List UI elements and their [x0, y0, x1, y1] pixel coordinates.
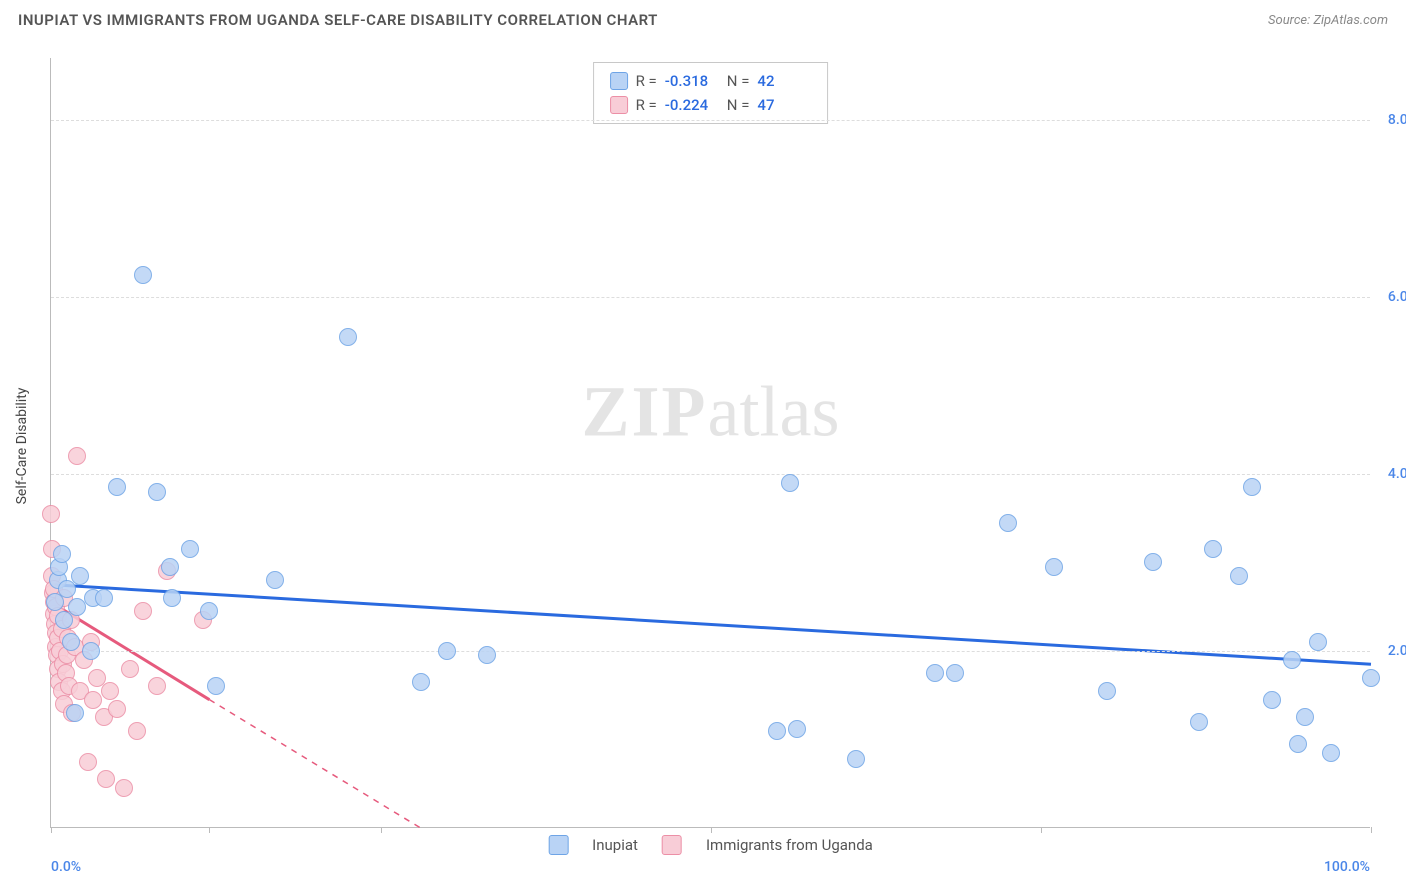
point-inupiat: [339, 328, 357, 346]
point-inupiat: [926, 664, 944, 682]
point-inupiat: [161, 558, 179, 576]
chart-title: INUPIAT VS IMMIGRANTS FROM UGANDA SELF-C…: [18, 11, 658, 29]
legend-swatch-inupiat: [548, 835, 568, 855]
point-inupiat: [1098, 682, 1116, 700]
x-tick-label-max: 100.0%: [1324, 859, 1370, 875]
point-inupiat: [999, 514, 1017, 532]
point-inupiat: [58, 580, 76, 598]
point-inupiat: [1309, 633, 1327, 651]
point-inupiat: [1204, 540, 1222, 558]
point-inupiat: [1283, 651, 1301, 669]
point-inupiat: [200, 602, 218, 620]
y-tick-label: 2.0%: [1388, 643, 1406, 659]
x-tick: [51, 827, 52, 833]
point-inupiat: [163, 589, 181, 607]
point-inupiat: [1296, 708, 1314, 726]
point-inupiat: [62, 633, 80, 651]
y-tick-label: 8.0%: [1388, 112, 1406, 128]
point-inupiat: [438, 642, 456, 660]
point-inupiat: [847, 750, 865, 768]
point-inupiat: [781, 474, 799, 492]
point-inupiat: [53, 545, 71, 563]
point-inupiat: [1322, 744, 1340, 762]
point-inupiat: [1190, 713, 1208, 731]
gridline: [51, 474, 1370, 475]
point-uganda: [134, 602, 152, 620]
trend-lines: [51, 58, 1370, 827]
point-inupiat: [1045, 558, 1063, 576]
point-inupiat: [66, 704, 84, 722]
point-inupiat: [478, 646, 496, 664]
point-inupiat: [71, 567, 89, 585]
point-inupiat: [1144, 553, 1162, 571]
y-axis-label: Self-Care Disability: [14, 388, 30, 505]
point-inupiat: [788, 720, 806, 738]
point-inupiat: [1289, 735, 1307, 753]
gridline: [51, 651, 1370, 652]
gridline: [51, 297, 1370, 298]
point-uganda: [121, 660, 139, 678]
point-inupiat: [108, 478, 126, 496]
stats-row-uganda: R = -0.224 N = 47: [610, 93, 812, 117]
point-inupiat: [412, 673, 430, 691]
point-inupiat: [134, 266, 152, 284]
point-uganda: [42, 505, 60, 523]
point-uganda: [68, 447, 86, 465]
legend-swatch-uganda: [662, 835, 682, 855]
x-tick: [1371, 827, 1372, 833]
y-tick-label: 4.0%: [1388, 466, 1406, 482]
x-tick: [711, 827, 712, 833]
y-tick-label: 6.0%: [1388, 289, 1406, 305]
legend-label-uganda: Immigrants from Uganda: [706, 836, 873, 854]
point-inupiat: [95, 589, 113, 607]
point-uganda: [108, 700, 126, 718]
stats-legend-box: R = -0.318 N = 42 R = -0.224 N = 47: [593, 62, 829, 124]
x-tick: [209, 827, 210, 833]
point-uganda: [79, 753, 97, 771]
swatch-uganda: [610, 96, 628, 114]
point-inupiat: [82, 642, 100, 660]
x-tick-label-min: 0.0%: [51, 859, 81, 875]
gridline: [51, 120, 1370, 121]
point-uganda: [115, 779, 133, 797]
point-inupiat: [768, 722, 786, 740]
point-inupiat: [207, 677, 225, 695]
point-uganda: [128, 722, 146, 740]
stats-row-inupiat: R = -0.318 N = 42: [610, 69, 812, 93]
point-inupiat: [1263, 691, 1281, 709]
point-uganda: [97, 770, 115, 788]
x-tick: [1041, 827, 1042, 833]
plot-area: ZIPatlas R = -0.318 N = 42 R = -0.224 N …: [50, 58, 1370, 828]
point-inupiat: [1230, 567, 1248, 585]
x-tick: [381, 827, 382, 833]
point-inupiat: [55, 611, 73, 629]
point-inupiat: [1362, 669, 1380, 687]
chart-header: INUPIAT VS IMMIGRANTS FROM UGANDA SELF-C…: [0, 0, 1406, 40]
point-inupiat: [946, 664, 964, 682]
point-uganda: [101, 682, 119, 700]
point-inupiat: [148, 483, 166, 501]
point-uganda: [148, 677, 166, 695]
point-inupiat: [266, 571, 284, 589]
bottom-legend: Inupiat Immigrants from Uganda: [548, 835, 873, 855]
point-uganda: [84, 691, 102, 709]
legend-label-inupiat: Inupiat: [592, 836, 638, 854]
swatch-inupiat: [610, 72, 628, 90]
point-inupiat: [181, 540, 199, 558]
point-inupiat: [1243, 478, 1261, 496]
chart-source: Source: ZipAtlas.com: [1268, 13, 1388, 28]
